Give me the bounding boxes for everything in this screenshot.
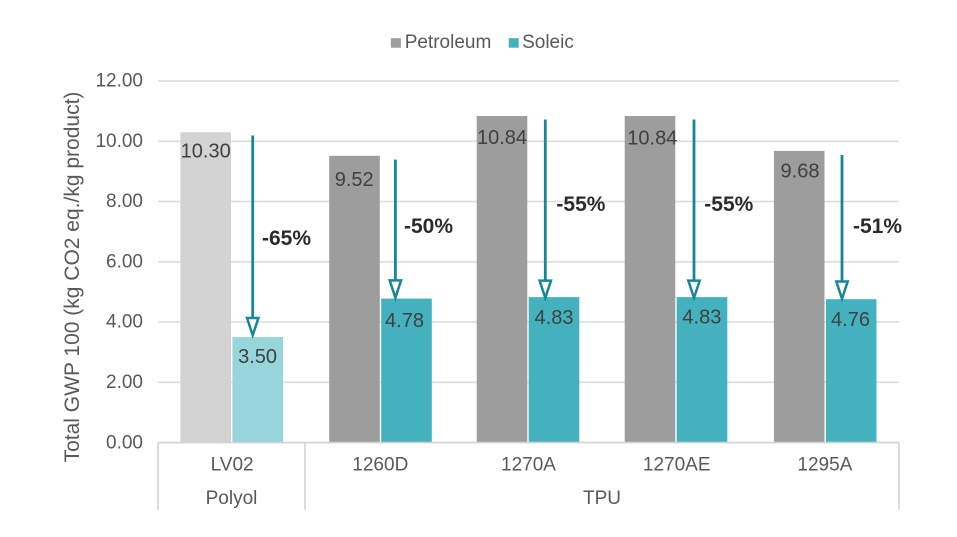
svg-text:12.00: 12.00 (95, 71, 143, 92)
svg-text:Polyol: Polyol (206, 488, 258, 509)
svg-text:10.30: 10.30 (181, 140, 231, 162)
svg-text:10.00: 10.00 (95, 131, 143, 152)
svg-text:Soleic: Soleic (522, 32, 574, 53)
svg-text:-65%: -65% (262, 227, 311, 250)
svg-text:-55%: -55% (556, 193, 605, 216)
svg-text:1295A: 1295A (797, 455, 852, 476)
svg-text:0.00: 0.00 (106, 432, 143, 453)
svg-text:10.84: 10.84 (477, 127, 527, 149)
svg-text:6.00: 6.00 (106, 252, 143, 273)
svg-text:4.00: 4.00 (106, 312, 143, 333)
svg-text:1270A: 1270A (501, 455, 556, 476)
svg-text:9.52: 9.52 (335, 169, 374, 191)
svg-text:1270AE: 1270AE (643, 455, 711, 476)
svg-text:2.00: 2.00 (106, 372, 143, 393)
svg-text:4.78: 4.78 (385, 310, 424, 332)
svg-text:Total GWP 100 (kg CO2 eq./kg p: Total GWP 100 (kg CO2 eq./kg product) (61, 92, 84, 463)
svg-text:9.68: 9.68 (781, 160, 820, 182)
svg-text:LV02: LV02 (211, 455, 254, 476)
svg-text:4.83: 4.83 (682, 307, 721, 329)
svg-text:4.83: 4.83 (535, 307, 574, 329)
svg-text:-51%: -51% (853, 215, 902, 238)
svg-text:1260D: 1260D (352, 455, 408, 476)
svg-text:4.76: 4.76 (831, 309, 870, 331)
svg-text:Petroleum: Petroleum (405, 32, 492, 53)
svg-text:3.50: 3.50 (238, 346, 277, 368)
svg-text:10.84: 10.84 (627, 128, 677, 150)
svg-text:-55%: -55% (704, 193, 753, 216)
svg-text:-50%: -50% (404, 215, 453, 238)
svg-text:TPU: TPU (583, 488, 621, 509)
svg-text:8.00: 8.00 (106, 191, 143, 212)
